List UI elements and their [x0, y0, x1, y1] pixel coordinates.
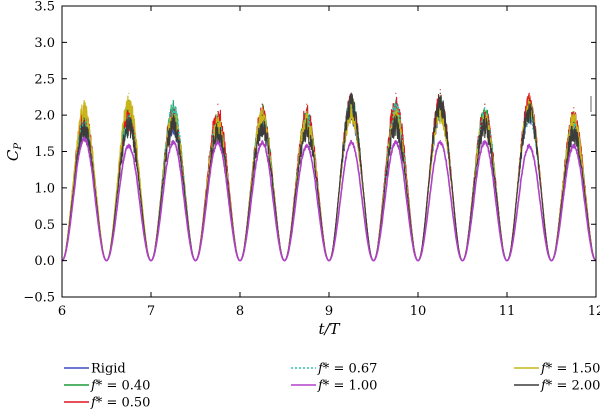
legend-label: f* = 0.50: [90, 396, 150, 411]
series-line: [62, 137, 596, 262]
series-peak-point: [128, 143, 130, 145]
series-peak-point: [439, 140, 441, 142]
series-peak-point: [128, 92, 130, 94]
legend-label: f* = 2.00: [540, 379, 600, 394]
series-peak-point: [439, 89, 441, 91]
series-peak-point: [395, 92, 397, 94]
series-peak-point: [261, 140, 263, 142]
series-layer: [62, 89, 596, 262]
series-peak-point: [573, 143, 575, 145]
x-tick-label: 6: [58, 304, 66, 319]
series-peak-point: [573, 107, 575, 109]
x-tick-label: 12: [588, 304, 600, 319]
series-line: [62, 93, 596, 262]
x-tick-label: 10: [410, 304, 427, 319]
series-peak-point: [528, 143, 530, 145]
series-line: [62, 93, 596, 262]
x-tick-label: 7: [147, 304, 155, 319]
x-tick-label: 9: [325, 304, 333, 319]
series-peak-point: [306, 143, 308, 145]
y-tick-label: 0.5: [34, 218, 55, 233]
series-peak-point: [350, 140, 352, 142]
series-line: [62, 97, 596, 262]
series-peak-point: [395, 100, 397, 102]
series-peak-point: [395, 140, 397, 142]
x-axis-ticks: 6 7 8 9 10 11 12: [58, 6, 600, 319]
series-peak-point: [172, 100, 174, 102]
y-tick-label: 3.5: [34, 0, 55, 15]
series-peak-point: [261, 107, 263, 109]
series-peak-point: [528, 92, 530, 94]
series-peak-point: [395, 107, 397, 109]
series-peak-point: [172, 107, 174, 109]
y-axis-label: CP: [4, 143, 24, 161]
series-peak-point: [484, 140, 486, 142]
series-peak-point: [573, 110, 575, 113]
legend-label: f* = 0.40: [90, 379, 150, 394]
y-tick-label: 3.0: [34, 36, 55, 51]
legend: Rigid f* = 0.40 f* = 0.50 f* = 0.67 f* = 1.0…: [64, 362, 600, 411]
series-peak-point: [83, 118, 85, 120]
series-peak-point: [484, 114, 486, 116]
y-tick-label: 0.0: [34, 254, 55, 269]
y-tick-label: 2.5: [34, 72, 55, 87]
series-line: [62, 95, 596, 262]
series-peak-point: [484, 107, 486, 109]
series-peak-point: [83, 136, 85, 138]
series-peak-point: [172, 140, 174, 142]
legend-label: f* = 1.00: [317, 379, 377, 394]
y-tick-label: −0.5: [23, 291, 55, 306]
y-axis-ticks: −0.5 0.0 0.5 1.0 1.5 2.0 2.5 3.0 3.5: [23, 0, 596, 306]
series-peak-point: [439, 92, 441, 94]
series-peak-point: [172, 114, 174, 116]
y-tick-label: 1.5: [34, 145, 55, 160]
series-peak-point: [83, 100, 85, 102]
series-peak-point: [261, 103, 263, 105]
series-peak-point: [484, 103, 486, 105]
series-peak-point: [573, 121, 575, 123]
series-peak-point: [306, 103, 308, 105]
y-tick-label: 1.0: [34, 181, 55, 196]
legend-label: f* = 1.50: [540, 362, 600, 377]
series-peak-point: [306, 118, 308, 120]
series-peak-point: [484, 110, 486, 113]
legend-label: f* = 0.67: [317, 362, 377, 377]
series-peak-point: [217, 121, 219, 123]
legend-label: Rigid: [91, 362, 126, 377]
x-axis-label: t/T: [318, 320, 340, 338]
series-line: [62, 100, 596, 262]
plot-frame: [61, 5, 597, 298]
y-tick-label: 2.0: [34, 109, 55, 124]
series-peak-point: [128, 114, 130, 116]
series-peak-point: [217, 114, 219, 116]
series-peak-point: [528, 100, 530, 102]
series-peak-point: [261, 114, 263, 116]
series-peak-point: [217, 103, 219, 105]
x-tick-label: 11: [499, 304, 516, 319]
series-peak-point: [350, 92, 352, 94]
series-line: [62, 94, 596, 262]
x-tick-label: 8: [236, 304, 244, 319]
series-peak-point: [528, 96, 530, 98]
series-peak-point: [217, 140, 219, 142]
series-peak-point: [306, 110, 308, 113]
series-peak-point: [395, 114, 397, 116]
